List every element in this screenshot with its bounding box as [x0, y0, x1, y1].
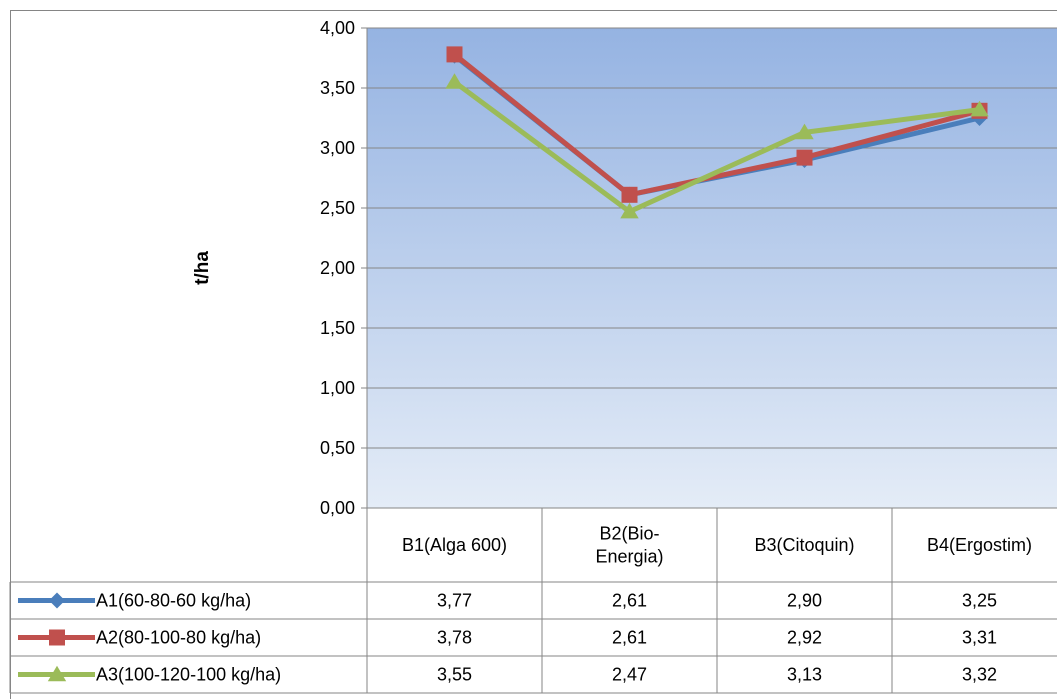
table-cell-0-1: 2,61 — [612, 591, 647, 611]
table-cell-1-3: 3,31 — [962, 628, 997, 648]
series-2-point-2 — [795, 123, 814, 140]
table-cell-2-0: 3,55 — [437, 665, 472, 685]
series-line-2 — [453, 79, 980, 215]
legend-marker-1 — [49, 629, 65, 646]
table-cell-1-2: 2,92 — [787, 628, 822, 648]
y-tick-label-8: 4,00 — [320, 18, 355, 38]
y-tick-label-7: 3,50 — [320, 78, 355, 98]
series-1-point-1 — [621, 186, 638, 203]
x-category-label-3: B4(Ergostim) — [927, 535, 1032, 555]
table-cell-2-3: 3,32 — [962, 665, 997, 685]
legend-marker-2 — [47, 665, 67, 682]
legend-label-1: A2(80-100-80 kg/ha) — [96, 628, 261, 648]
table-cell-1-1: 2,61 — [612, 628, 647, 648]
table-cell-0-2: 2,90 — [787, 591, 822, 611]
legend-marker-0 — [49, 592, 65, 609]
legend-label-2: A3(100-120-100 kg/ha) — [96, 665, 281, 685]
table-cell-2-2: 3,13 — [787, 665, 822, 685]
y-tick-label-1: 0,50 — [320, 438, 355, 458]
y-tick-label-4: 2,00 — [320, 258, 355, 278]
y-tick-label-2: 1,00 — [320, 378, 355, 398]
x-category-label-2: B3(Citoquin) — [754, 535, 854, 555]
y-tick-label-0: 0,00 — [320, 498, 355, 518]
series-2-point-3 — [970, 100, 989, 117]
series-2-point-0 — [445, 73, 464, 89]
x-category-label-1-1: Energia) — [595, 547, 663, 567]
series-line-1 — [452, 52, 981, 198]
series-2-point-1 — [620, 202, 639, 219]
y-tick-label-3: 1,50 — [320, 318, 355, 338]
x-category-label-0: B1(Alga 600) — [402, 535, 507, 555]
table-cell-0-3: 3,25 — [962, 591, 997, 611]
table-cell-2-1: 2,47 — [612, 665, 647, 685]
table-cell-1-0: 3,78 — [437, 628, 472, 648]
legend-label-0: A1(60-80-60 kg/ha) — [96, 591, 251, 611]
series-1-point-2 — [796, 149, 813, 166]
x-category-label-1-0: B2(Bio- — [599, 524, 659, 544]
table-cell-0-0: 3,77 — [437, 591, 472, 611]
series-1-point-0 — [446, 46, 463, 63]
y-tick-label-5: 2,50 — [320, 198, 355, 218]
y-tick-label-6: 3,00 — [320, 138, 355, 158]
y-axis-title: t/ha — [192, 251, 213, 285]
